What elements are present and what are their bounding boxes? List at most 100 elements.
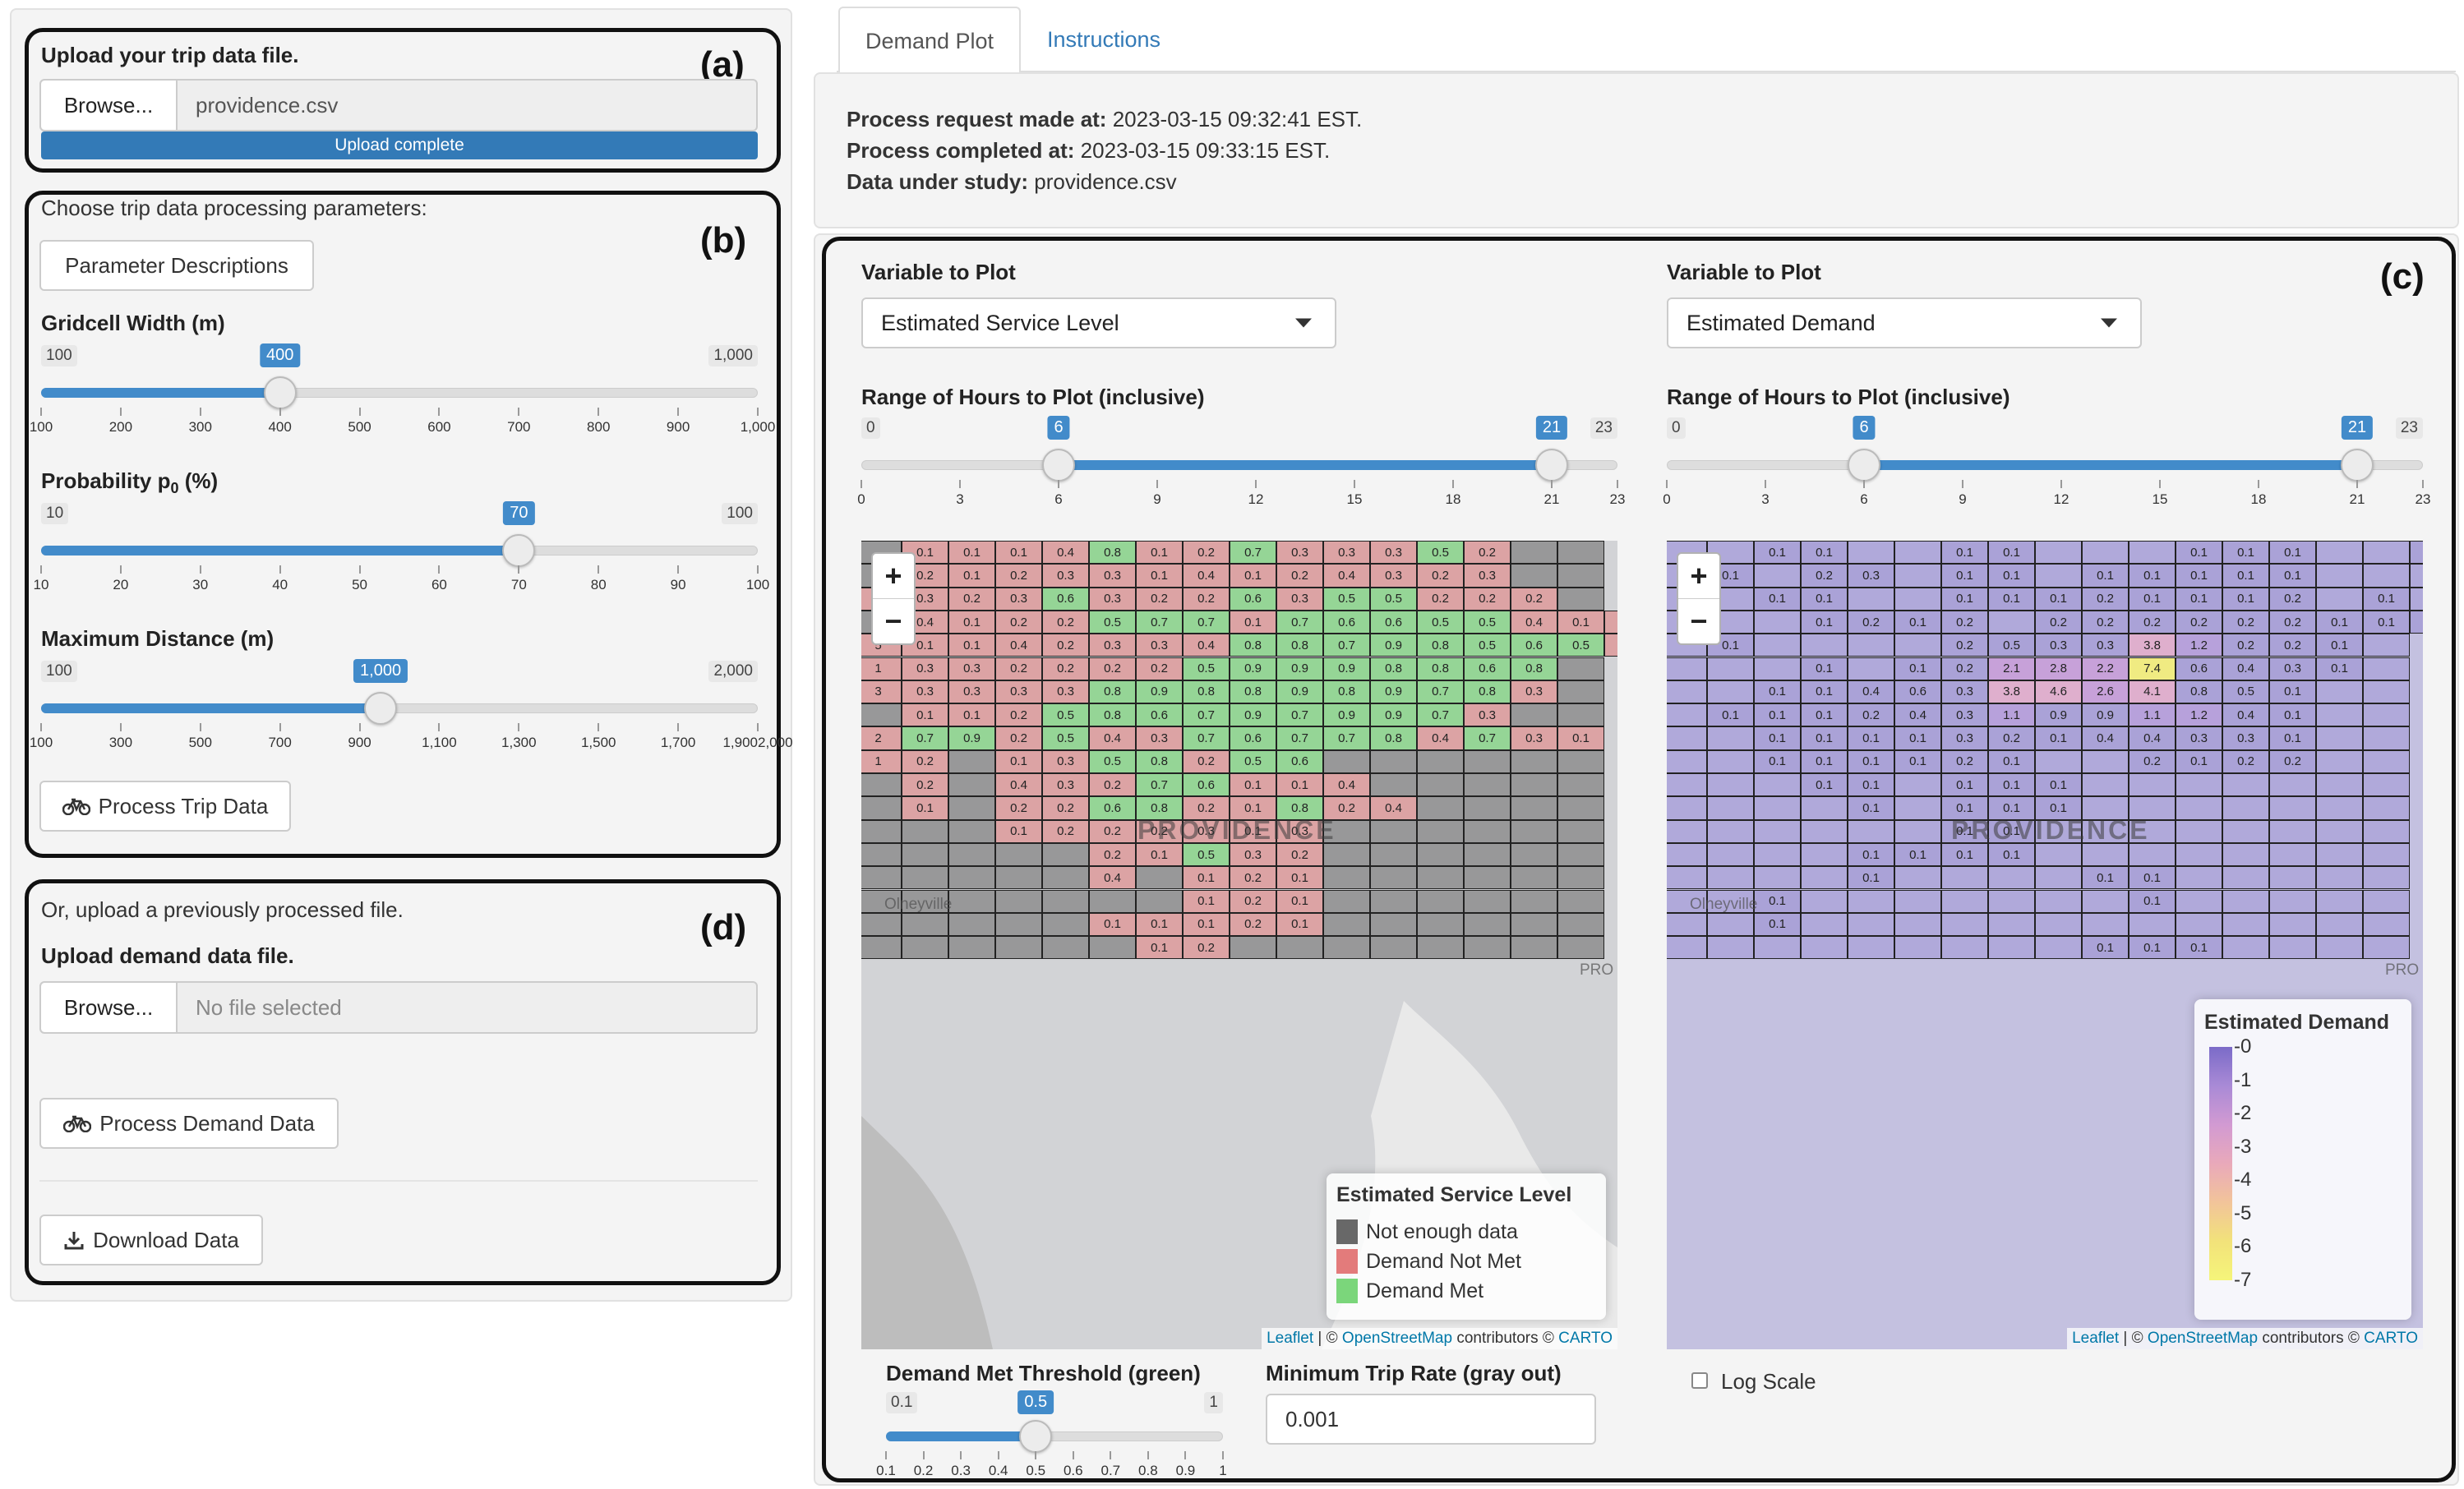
map-grid-cell[interactable]: 0.5: [1089, 749, 1136, 773]
map-grid-cell[interactable]: [1370, 773, 1417, 797]
map-grid-cell[interactable]: 0.1: [2129, 936, 2176, 960]
slider-handle[interactable]: [364, 692, 398, 725]
map-grid-cell[interactable]: [1370, 749, 1417, 773]
map-grid-cell[interactable]: [948, 912, 995, 937]
map-grid-cell[interactable]: 0.4: [1370, 796, 1417, 820]
map-grid-cell[interactable]: 0.1: [2176, 749, 2222, 773]
map-grid-cell[interactable]: 0.2: [1136, 587, 1183, 611]
map-grid-cell[interactable]: [1557, 842, 1604, 867]
osm-link[interactable]: OpenStreetMap: [1341, 1330, 1453, 1347]
map-grid-cell[interactable]: 0.2: [2222, 634, 2269, 657]
map-grid-cell[interactable]: 0.2: [1417, 587, 1464, 611]
map-grid-cell[interactable]: [2363, 726, 2410, 750]
map-grid-cell[interactable]: [2316, 796, 2363, 820]
map-grid-cell[interactable]: [2176, 773, 2222, 797]
demand-browse-button[interactable]: Browse...: [41, 983, 178, 1032]
map-grid-cell[interactable]: [1754, 842, 1801, 867]
map-grid-cell[interactable]: 0.3: [1464, 564, 1511, 588]
map-grid-cell[interactable]: [2222, 866, 2269, 890]
map-grid-cell[interactable]: [1754, 819, 1801, 843]
map-grid-cell[interactable]: [861, 866, 902, 890]
map-grid-cell[interactable]: 0.1: [2035, 726, 2082, 750]
map-grid-cell[interactable]: [1557, 749, 1604, 773]
map-grid-cell[interactable]: [2222, 889, 2269, 913]
map-grid-cell[interactable]: 0.1: [1230, 773, 1276, 797]
map-grid-cell[interactable]: 0.1: [1801, 726, 1848, 750]
map-grid-cell[interactable]: 3.8: [1988, 680, 2035, 704]
map-grid-cell[interactable]: 0.9: [1276, 657, 1323, 680]
map-grid-cell[interactable]: [1557, 912, 1604, 937]
map-grid-cell[interactable]: [995, 889, 1042, 913]
map-grid-cell[interactable]: 0.6: [1894, 680, 1941, 704]
map-grid-cell[interactable]: [1370, 936, 1417, 960]
map-grid-cell[interactable]: [861, 842, 902, 867]
map-grid-cell[interactable]: [1894, 866, 1941, 890]
map-grid-cell[interactable]: 0.1: [902, 796, 948, 820]
map-grid-cell[interactable]: [1511, 912, 1557, 937]
map-grid-cell[interactable]: 0.3: [1042, 749, 1089, 773]
map-grid-cell[interactable]: [1801, 842, 1848, 867]
demand-file-input[interactable]: Browse... No file selected: [39, 981, 758, 1034]
map-grid-cell[interactable]: 0.3: [902, 680, 948, 704]
map-grid-cell[interactable]: 0.1: [1941, 541, 1988, 565]
map-grid-cell[interactable]: 0.3: [1230, 842, 1276, 867]
map-grid-cell[interactable]: 0.2: [995, 726, 1042, 750]
map-grid-cell[interactable]: [1707, 749, 1754, 773]
map-grid-cell[interactable]: [2363, 541, 2410, 565]
map-grid-cell[interactable]: 0.4: [2129, 726, 2176, 750]
map-grid-cell[interactable]: 0.6: [1183, 773, 1230, 797]
map-grid-cell[interactable]: [1894, 889, 1941, 913]
map-grid-cell[interactable]: 0.1: [1801, 610, 1848, 634]
map-grid-cell[interactable]: 0.2: [1848, 610, 1894, 634]
map-grid-cell[interactable]: [861, 703, 902, 727]
map-grid-cell[interactable]: [1667, 703, 1707, 727]
map-grid-cell[interactable]: 0.8: [1230, 680, 1276, 704]
map-grid-cell[interactable]: [2316, 936, 2363, 960]
map-grid-cell[interactable]: 0.2: [2269, 749, 2316, 773]
map-grid-cell[interactable]: 0.3: [1370, 541, 1417, 565]
map-grid-cell[interactable]: 0.1: [2363, 587, 2410, 611]
map-grid-cell[interactable]: 0.2: [1183, 796, 1230, 820]
map-grid-cell[interactable]: 0.1: [2176, 564, 2222, 588]
map-grid-cell[interactable]: [1707, 657, 1754, 680]
map-grid-cell[interactable]: 0.3: [1042, 680, 1089, 704]
map-grid-cell[interactable]: [2222, 912, 2269, 937]
map-grid-cell[interactable]: 2.6: [2082, 680, 2129, 704]
map-grid-cell[interactable]: [2082, 796, 2129, 820]
map-grid-cell[interactable]: [995, 912, 1042, 937]
map-grid-cell[interactable]: [1941, 912, 1988, 937]
map-grid-cell[interactable]: 0.5: [1042, 726, 1089, 750]
map-grid-cell[interactable]: [1417, 749, 1464, 773]
map-grid-cell[interactable]: [1667, 842, 1707, 867]
map-grid-cell[interactable]: 0.8: [1136, 749, 1183, 773]
service-level-map[interactable]: 0.1 0.1 0.1 0.4 0.8 0.1 0.2 0.7 0.3 0.3 0.3 0.5 0.2 0…: [861, 541, 1617, 1349]
map-grid-cell[interactable]: 0.8: [1276, 796, 1323, 820]
map-grid-cell[interactable]: [2082, 749, 2129, 773]
map-grid-cell[interactable]: [1848, 889, 1894, 913]
map-grid-cell[interactable]: 0.4: [1089, 866, 1136, 890]
map-grid-cell[interactable]: [1042, 889, 1089, 913]
map-grid-cell[interactable]: 0.4: [1323, 773, 1370, 797]
map-grid-cell[interactable]: 0.1: [2222, 587, 2269, 611]
map-grid-cell[interactable]: 0.1: [1136, 842, 1183, 867]
process-demand-data-button[interactable]: Process Demand Data: [39, 1098, 339, 1149]
map-grid-cell[interactable]: 0.2: [1042, 819, 1089, 843]
map-grid-cell[interactable]: [1754, 866, 1801, 890]
map-grid-cell[interactable]: 0.3: [1370, 564, 1417, 588]
map-grid-cell[interactable]: 0.1: [1183, 866, 1230, 890]
map-grid-cell[interactable]: 0.1: [1801, 703, 1848, 727]
map-grid-cell[interactable]: 0.3: [1848, 564, 1894, 588]
map-grid-cell[interactable]: [1511, 773, 1557, 797]
map-grid-cell[interactable]: [1801, 889, 1848, 913]
map-grid-cell[interactable]: [1417, 912, 1464, 937]
map-grid-cell[interactable]: [1557, 657, 1604, 680]
map-grid-cell[interactable]: 0.2: [1089, 819, 1136, 843]
map-grid-cell[interactable]: 0.2: [1183, 541, 1230, 565]
map-grid-cell[interactable]: [2035, 936, 2082, 960]
map-grid-cell[interactable]: 0.4: [2082, 726, 2129, 750]
map-grid-cell[interactable]: [1754, 773, 1801, 797]
slider-handle[interactable]: [1848, 449, 1880, 482]
map-grid-cell[interactable]: 0.1: [2363, 610, 2410, 634]
map-grid-cell[interactable]: [2176, 842, 2222, 867]
map-grid-cell[interactable]: 0.5: [1230, 749, 1276, 773]
